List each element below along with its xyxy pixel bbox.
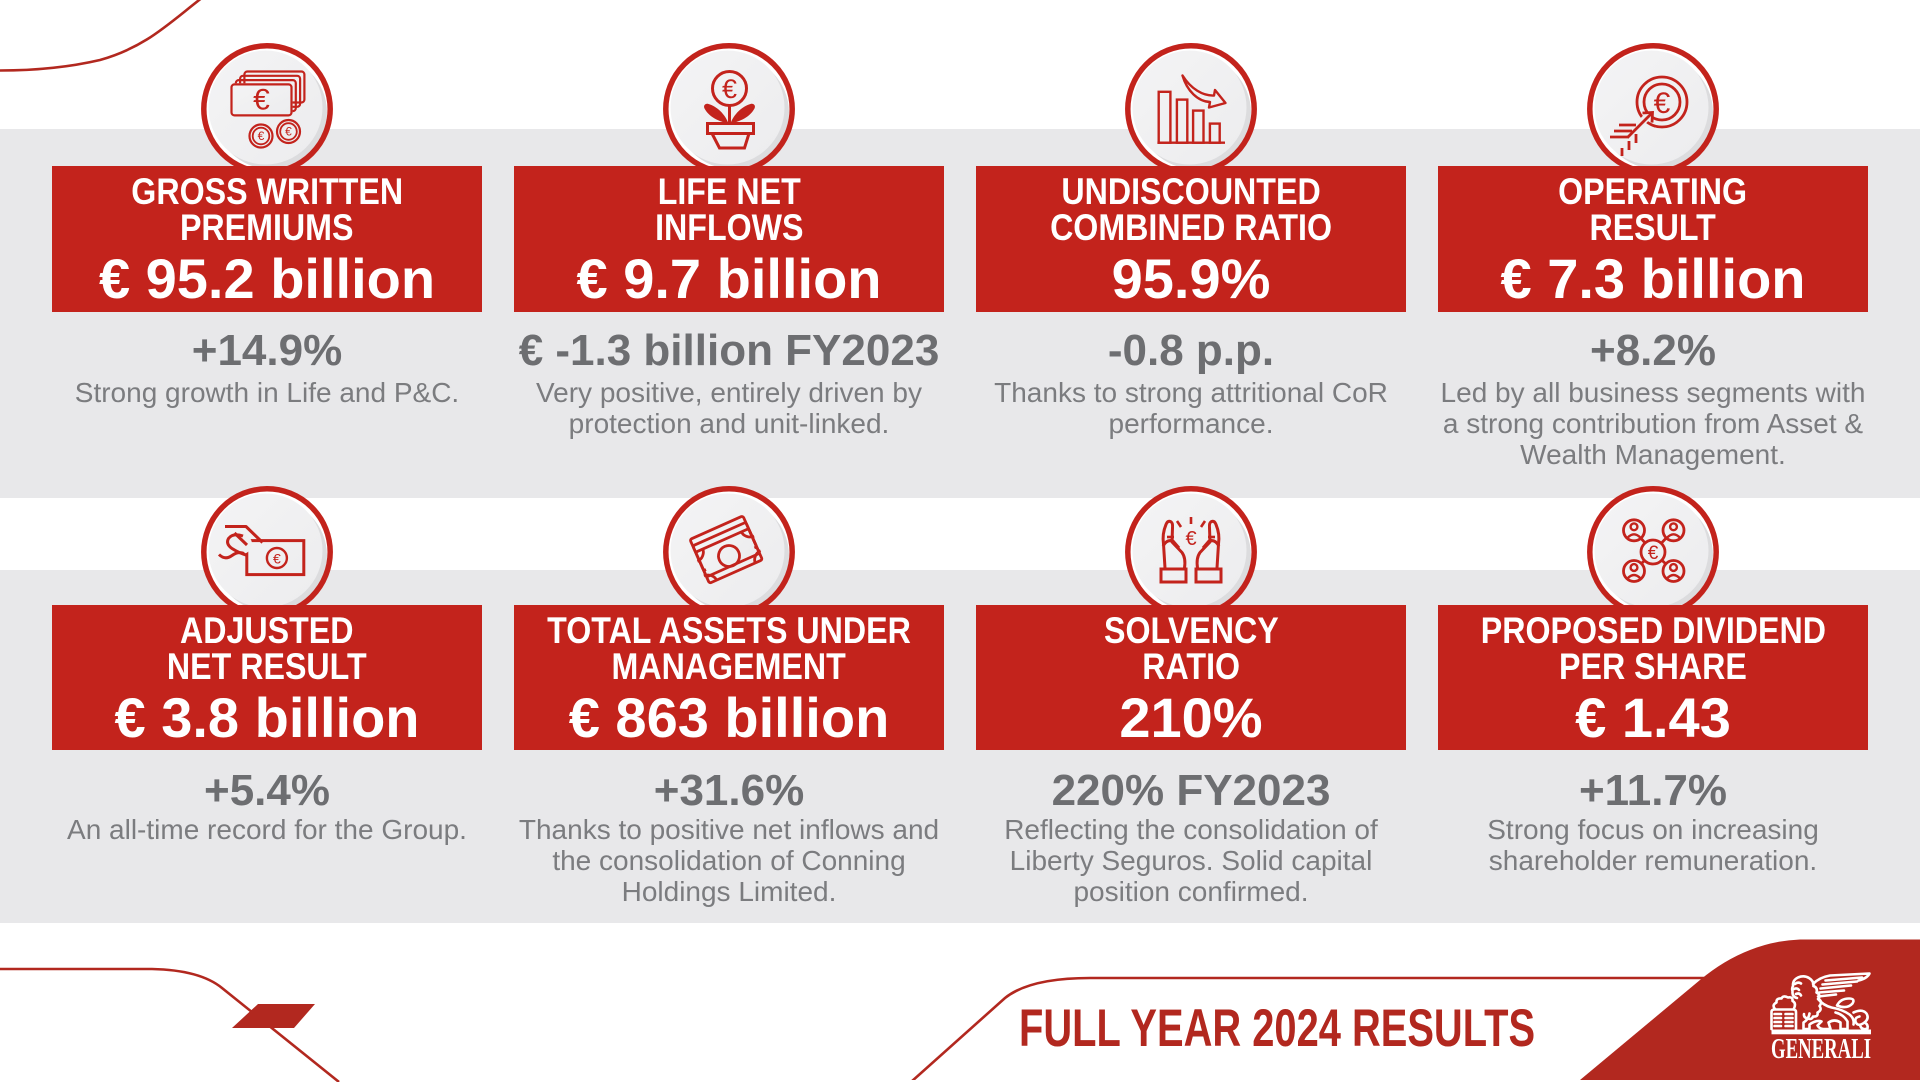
svg-text:€: € xyxy=(258,129,265,143)
svg-text:€: € xyxy=(1648,543,1659,564)
svg-text:€: € xyxy=(273,551,281,567)
svg-text:€: € xyxy=(1654,87,1671,120)
svg-text:€: € xyxy=(1185,528,1196,550)
svg-text:GENERALI: GENERALI xyxy=(1771,1034,1871,1065)
svg-text:€: € xyxy=(253,84,270,117)
svg-text:€: € xyxy=(722,74,737,104)
svg-text:€: € xyxy=(285,125,292,139)
